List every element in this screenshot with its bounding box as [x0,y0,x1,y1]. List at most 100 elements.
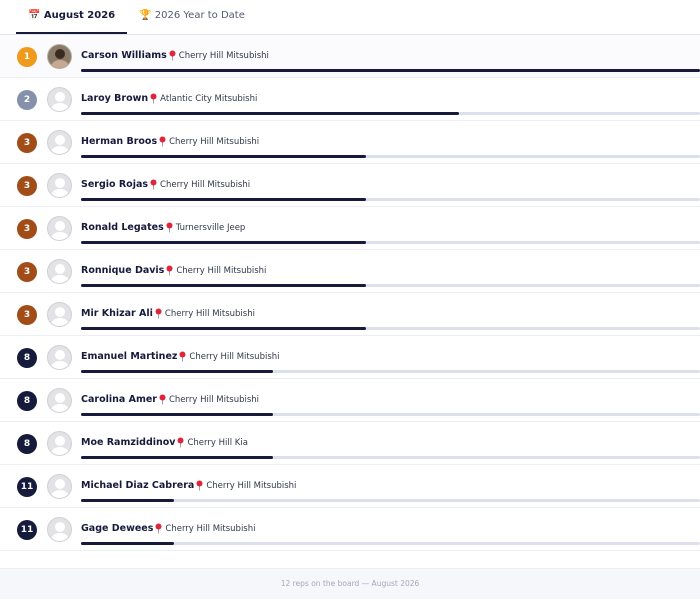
rep-location: Cherry Hill Kia [187,437,248,448]
pin-icon [166,222,173,233]
pin-icon [150,179,157,190]
progress-fill [81,241,366,244]
rep-row[interactable]: 11 Gage Dewees Cherry Hill Mitsubishi [0,508,700,551]
tab-bar: 📅 August 2026 🏆 2026 Year to Date [0,0,700,35]
rep-list: 1 Carson Williams Cherry Hill Mitsubishi 2 L… [0,35,700,551]
pin-icon [196,480,203,491]
rank-badge: 3 [17,219,37,239]
avatar-body [51,103,69,111]
progress-track [81,456,700,459]
avatar-head [55,479,65,489]
rep-row[interactable]: 8 Moe Ramziddinov Cherry Hill Kia [0,422,700,465]
avatar [47,259,72,284]
rank-badge: 8 [17,348,37,368]
rank-badge: 8 [17,434,37,454]
rep-name: Moe Ramziddinov [81,437,176,448]
rep-row[interactable]: 3 Sergio Rojas Cherry Hill Mitsubishi [0,164,700,207]
rank-badge: 8 [17,391,37,411]
rep-name: Laroy Brown [81,93,149,104]
pin-head [159,394,166,401]
progress-fill [81,198,366,201]
progress-track [81,241,700,244]
rep-name: Ronnique Davis [81,265,165,276]
progress-fill [81,327,366,330]
rep-name: Carson Williams [81,50,167,61]
rank-badge: 3 [17,133,37,153]
rep-info: Laroy Brown Atlantic City Mitsubishi [81,93,257,104]
rank-badge: 11 [17,520,37,540]
pin-icon [159,136,166,147]
rep-location: Cherry Hill Mitsubishi [206,480,297,491]
rep-row[interactable]: 3 Ronald Legates Turnersville Jeep [0,207,700,250]
rep-name: Mir Khizar Ali [81,308,153,319]
avatar-body [51,189,69,197]
avatar-body [51,447,69,455]
progress-fill [81,284,366,287]
progress-fill [81,413,273,416]
avatar-head [55,221,65,231]
rank-badge: 3 [17,305,37,325]
tab[interactable]: 📅 August 2026 [16,0,128,34]
progress-track [81,499,700,502]
rep-row[interactable]: 8 Carolina Amer Cherry Hill Mitsubishi [0,379,700,422]
progress-track [81,370,700,373]
progress-track [81,284,700,287]
progress-fill [81,155,366,158]
avatar [47,431,72,456]
avatar-body [51,404,69,412]
rep-info: Gage Dewees Cherry Hill Mitsubishi [81,523,256,534]
rep-row[interactable]: 8 Emanuel Martinez Cherry Hill Mitsubishi [0,336,700,379]
rep-name: Ronald Legates [81,222,164,233]
rep-row[interactable]: 1 Carson Williams Cherry Hill Mitsubishi [0,35,700,78]
rep-location: Cherry Hill Mitsubishi [189,351,280,362]
avatar-body [51,490,69,498]
progress-fill [81,112,459,115]
pin-icon [155,523,162,534]
rep-location: Cherry Hill Mitsubishi [165,523,256,534]
rep-name: Emanuel Martinez [81,351,178,362]
avatar-head [55,350,65,360]
pin-head [166,265,173,272]
rank-badge: 1 [17,47,37,67]
rep-name: Carolina Amer [81,394,157,405]
rep-row[interactable]: 3 Ronnique Davis Cherry Hill Mitsubishi [0,250,700,293]
pin-head [196,480,203,487]
avatar-head [55,264,65,274]
rep-row[interactable]: 3 Mir Khizar Ali Cherry Hill Mitsubishi [0,293,700,336]
avatar-head [55,49,65,59]
progress-fill [81,499,174,502]
avatar-head [55,522,65,532]
avatar [47,388,72,413]
rep-info: Emanuel Martinez Cherry Hill Mitsubishi [81,351,280,362]
avatar-body [51,318,69,326]
avatar-body [51,533,69,541]
rep-location: Atlantic City Mitsubishi [160,93,258,104]
avatar-body [51,60,69,68]
rank-badge: 11 [17,477,37,497]
pin-icon [179,351,186,362]
avatar [47,517,72,542]
rep-location: Turnersville Jeep [175,222,246,233]
progress-track [81,112,700,115]
avatar [47,44,72,69]
avatar [47,130,72,155]
progress-track [81,198,700,201]
pin-head [177,437,184,444]
avatar [47,345,72,370]
progress-track [81,155,700,158]
rep-name: Gage Dewees [81,523,154,534]
rep-location: Cherry Hill Mitsubishi [168,394,260,405]
rep-row[interactable]: 3 Herman Broos Cherry Hill Mitsubishi [0,121,700,164]
avatar [47,173,72,198]
tab[interactable]: 🏆 2026 Year to Date [139,10,245,21]
avatar-head [55,436,65,446]
rep-info: Moe Ramziddinov Cherry Hill Kia [81,437,248,448]
rep-location: Cherry Hill Mitsubishi [176,265,267,276]
avatar-head [55,307,65,317]
rep-location: Cherry Hill Mitsubishi [169,136,260,147]
rank-badge: 2 [17,90,37,110]
rep-row[interactable]: 2 Laroy Brown Atlantic City Mitsubishi [0,78,700,121]
pin-icon [159,394,166,405]
rep-row[interactable]: 11 Michael Diaz Cabrera Cherry Hill Mitsub… [0,465,700,508]
